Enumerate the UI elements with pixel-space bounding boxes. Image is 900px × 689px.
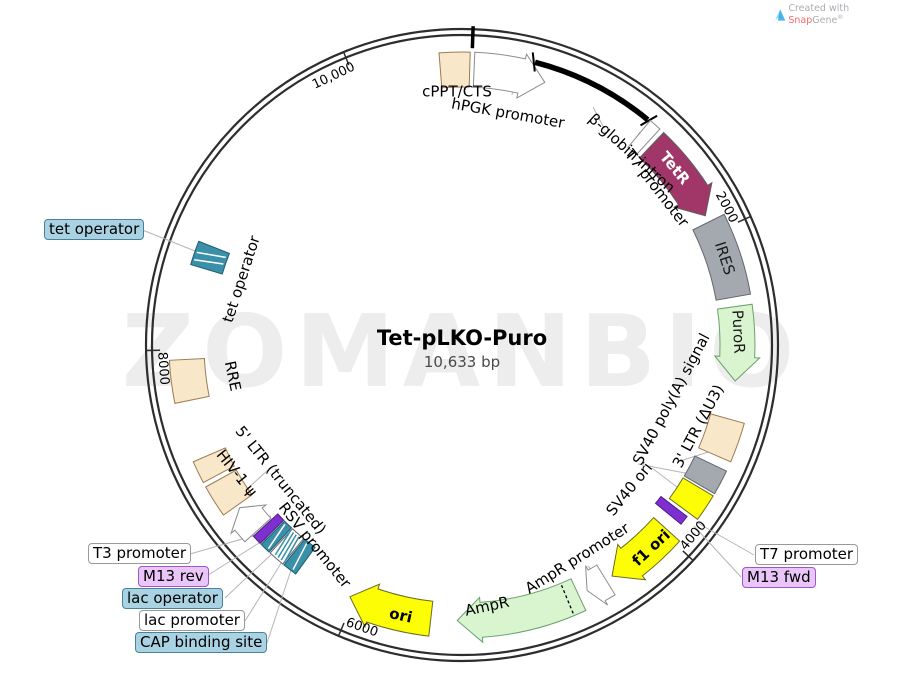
feature-stripe: [277, 532, 295, 558]
sv40-poly-a-signal-feature[interactable]: [683, 455, 728, 495]
position-tick-4000: [682, 550, 694, 561]
ires-feature[interactable]: [692, 213, 752, 301]
ampr-promoter-feature[interactable]: [585, 564, 616, 606]
t7-promoter-feature[interactable]: [627, 119, 661, 156]
plasmid-title-block: Tet-pLKO-Puro 10,633 bp: [12, 326, 900, 371]
sv40-ori-feature[interactable]: [668, 477, 714, 520]
ampr-feature[interactable]: [456, 578, 587, 644]
leader-line: [246, 469, 269, 490]
m13-rev-t3-promoter-feature[interactable]: [252, 513, 285, 545]
leader-line: [592, 106, 605, 129]
leader-line: [266, 563, 294, 644]
leader-line: [204, 537, 268, 578]
cppt-cts-feature[interactable]: [438, 51, 471, 89]
leader-line: [224, 548, 278, 599]
plasmid-name: Tet-pLKO-Puro: [376, 326, 548, 350]
rre-label: RRE: [221, 359, 245, 392]
plasmid-backbone-outer-ring: [144, 27, 780, 663]
rsv-promoter-feature[interactable]: [230, 504, 272, 543]
feature-stripe: [292, 543, 308, 570]
tet-operator-label: tet operator: [219, 233, 264, 325]
ori-feature-label: ori: [388, 604, 414, 627]
5-ltr-truncated-feature[interactable]: [205, 469, 253, 516]
m13-rev-callout[interactable]: M13 rev: [138, 566, 209, 587]
credit-brand-snap: Snap: [788, 15, 813, 27]
sv40-ori-label: SV40 ori: [602, 459, 656, 519]
leader-line: [244, 556, 286, 622]
plasmid-size: 10,633 bp: [423, 353, 501, 371]
rre-feature[interactable]: [168, 357, 210, 404]
cppt-cts-label: cPPT/CTS: [422, 82, 492, 100]
leader-line: [695, 521, 755, 556]
feature-stripe: [283, 536, 300, 563]
intron-end-tick: [531, 52, 536, 72]
beta-globin-intron-feature[interactable]: [534, 59, 650, 122]
hiv-1-psi-feature[interactable]: [192, 447, 235, 484]
cap-binding-site-callout[interactable]: CAP binding site: [135, 632, 268, 653]
snapgene-credit: Created with SnapGene®: [775, 3, 900, 26]
position-tick-2000: [737, 215, 751, 223]
position-label-8000: 8000: [154, 351, 172, 385]
ori-feature[interactable]: [349, 583, 434, 637]
lac-promoter-callout[interactable]: lac promoter: [139, 610, 245, 631]
position-tick-6000: [338, 622, 345, 636]
credit-text: Created with SnapGene®: [788, 3, 850, 27]
watermark-text: ZOMANBIO: [121, 293, 803, 410]
credit-brand-gene: Gene: [812, 15, 838, 27]
leader-line: [693, 525, 742, 578]
puror-feature[interactable]: [713, 303, 761, 382]
puror-feature-label: PuroR: [728, 309, 748, 354]
feature-stripe: [194, 259, 224, 265]
snapgene-logo-icon: [775, 8, 786, 21]
feature-stripe: [280, 534, 297, 561]
origin-tick: [470, 26, 475, 49]
feature-stripe: [274, 529, 292, 556]
leader-line: [189, 532, 264, 555]
leader-line: [139, 228, 206, 256]
intron-end-tick: [639, 114, 658, 127]
position-tick-10-000: [343, 52, 350, 66]
t7-promoter-m13-fwd-feature[interactable]: [654, 495, 688, 525]
t7-promoter-callout[interactable]: T7 promoter: [755, 544, 859, 565]
m13-fwd-callout[interactable]: M13 fwd: [742, 567, 816, 588]
tetr-feature[interactable]: [638, 131, 713, 217]
tet-operator-feature[interactable]: [190, 240, 231, 275]
feature-stripe: [196, 251, 226, 259]
3-ltr-du3-feature[interactable]: [697, 413, 745, 463]
hpgk-promoter-label: hPGK promoter: [450, 94, 567, 132]
f1-ori-feature[interactable]: [611, 516, 681, 581]
hpgk-promoter-feature[interactable]: [472, 51, 546, 99]
tet-operator-callout[interactable]: tet operator: [44, 219, 145, 240]
lac-operator-callout[interactable]: lac operator: [122, 588, 223, 609]
t3-promoter-callout[interactable]: T3 promoter: [88, 543, 192, 564]
feature-stripe: [267, 523, 286, 550]
plasmid-backbone-inner-ring: [150, 33, 774, 657]
